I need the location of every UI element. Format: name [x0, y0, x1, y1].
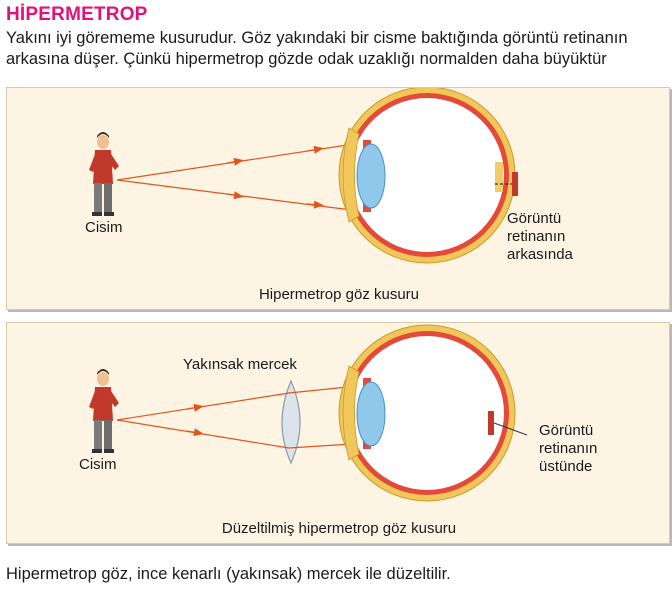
corrected-hyperopia-diagram: Cisim Yakınsak mercek — [79, 324, 597, 537]
image-label-line-3: üstünde — [539, 458, 592, 475]
eye-cross-section — [338, 324, 516, 502]
intro-text: Yakını iyi görememe kusurudur. Göz yakın… — [6, 29, 628, 68]
image-label-line-1: Görüntü — [507, 210, 561, 227]
person-figure-icon — [89, 369, 119, 453]
image-label-line-2: retinanın — [507, 228, 565, 245]
hyperopia-defect-panel: Cisim — [6, 87, 670, 310]
corrected-hyperopia-panel: Cisim Yakınsak mercek — [6, 322, 670, 544]
converging-lens-icon — [281, 379, 301, 465]
image-on-retina-icon — [488, 411, 494, 435]
eye-cross-section — [338, 88, 516, 264]
hyperopia-defect-diagram: Cisim — [85, 88, 574, 303]
person-figure-icon — [89, 132, 119, 216]
panel-caption: Düzeltilmiş hipermetrop göz kusuru — [222, 520, 456, 537]
lens-label: Yakınsak mercek — [183, 356, 297, 373]
page-title: HİPERMETROP — [6, 4, 148, 25]
panel-caption: Hipermetrop göz kusuru — [259, 286, 419, 303]
image-label-line-2: retinanın — [539, 440, 597, 457]
image-pointer-line — [493, 422, 528, 436]
inverted-image-icon — [512, 172, 518, 196]
footer-text: Hipermetrop göz, ince kenarlı (yakınsak)… — [6, 565, 451, 583]
object-label: Cisim — [79, 456, 117, 473]
image-label-line-3: arkasında — [507, 246, 574, 263]
object-label: Cisim — [85, 219, 123, 236]
image-label-line-1: Görüntü — [539, 422, 593, 439]
